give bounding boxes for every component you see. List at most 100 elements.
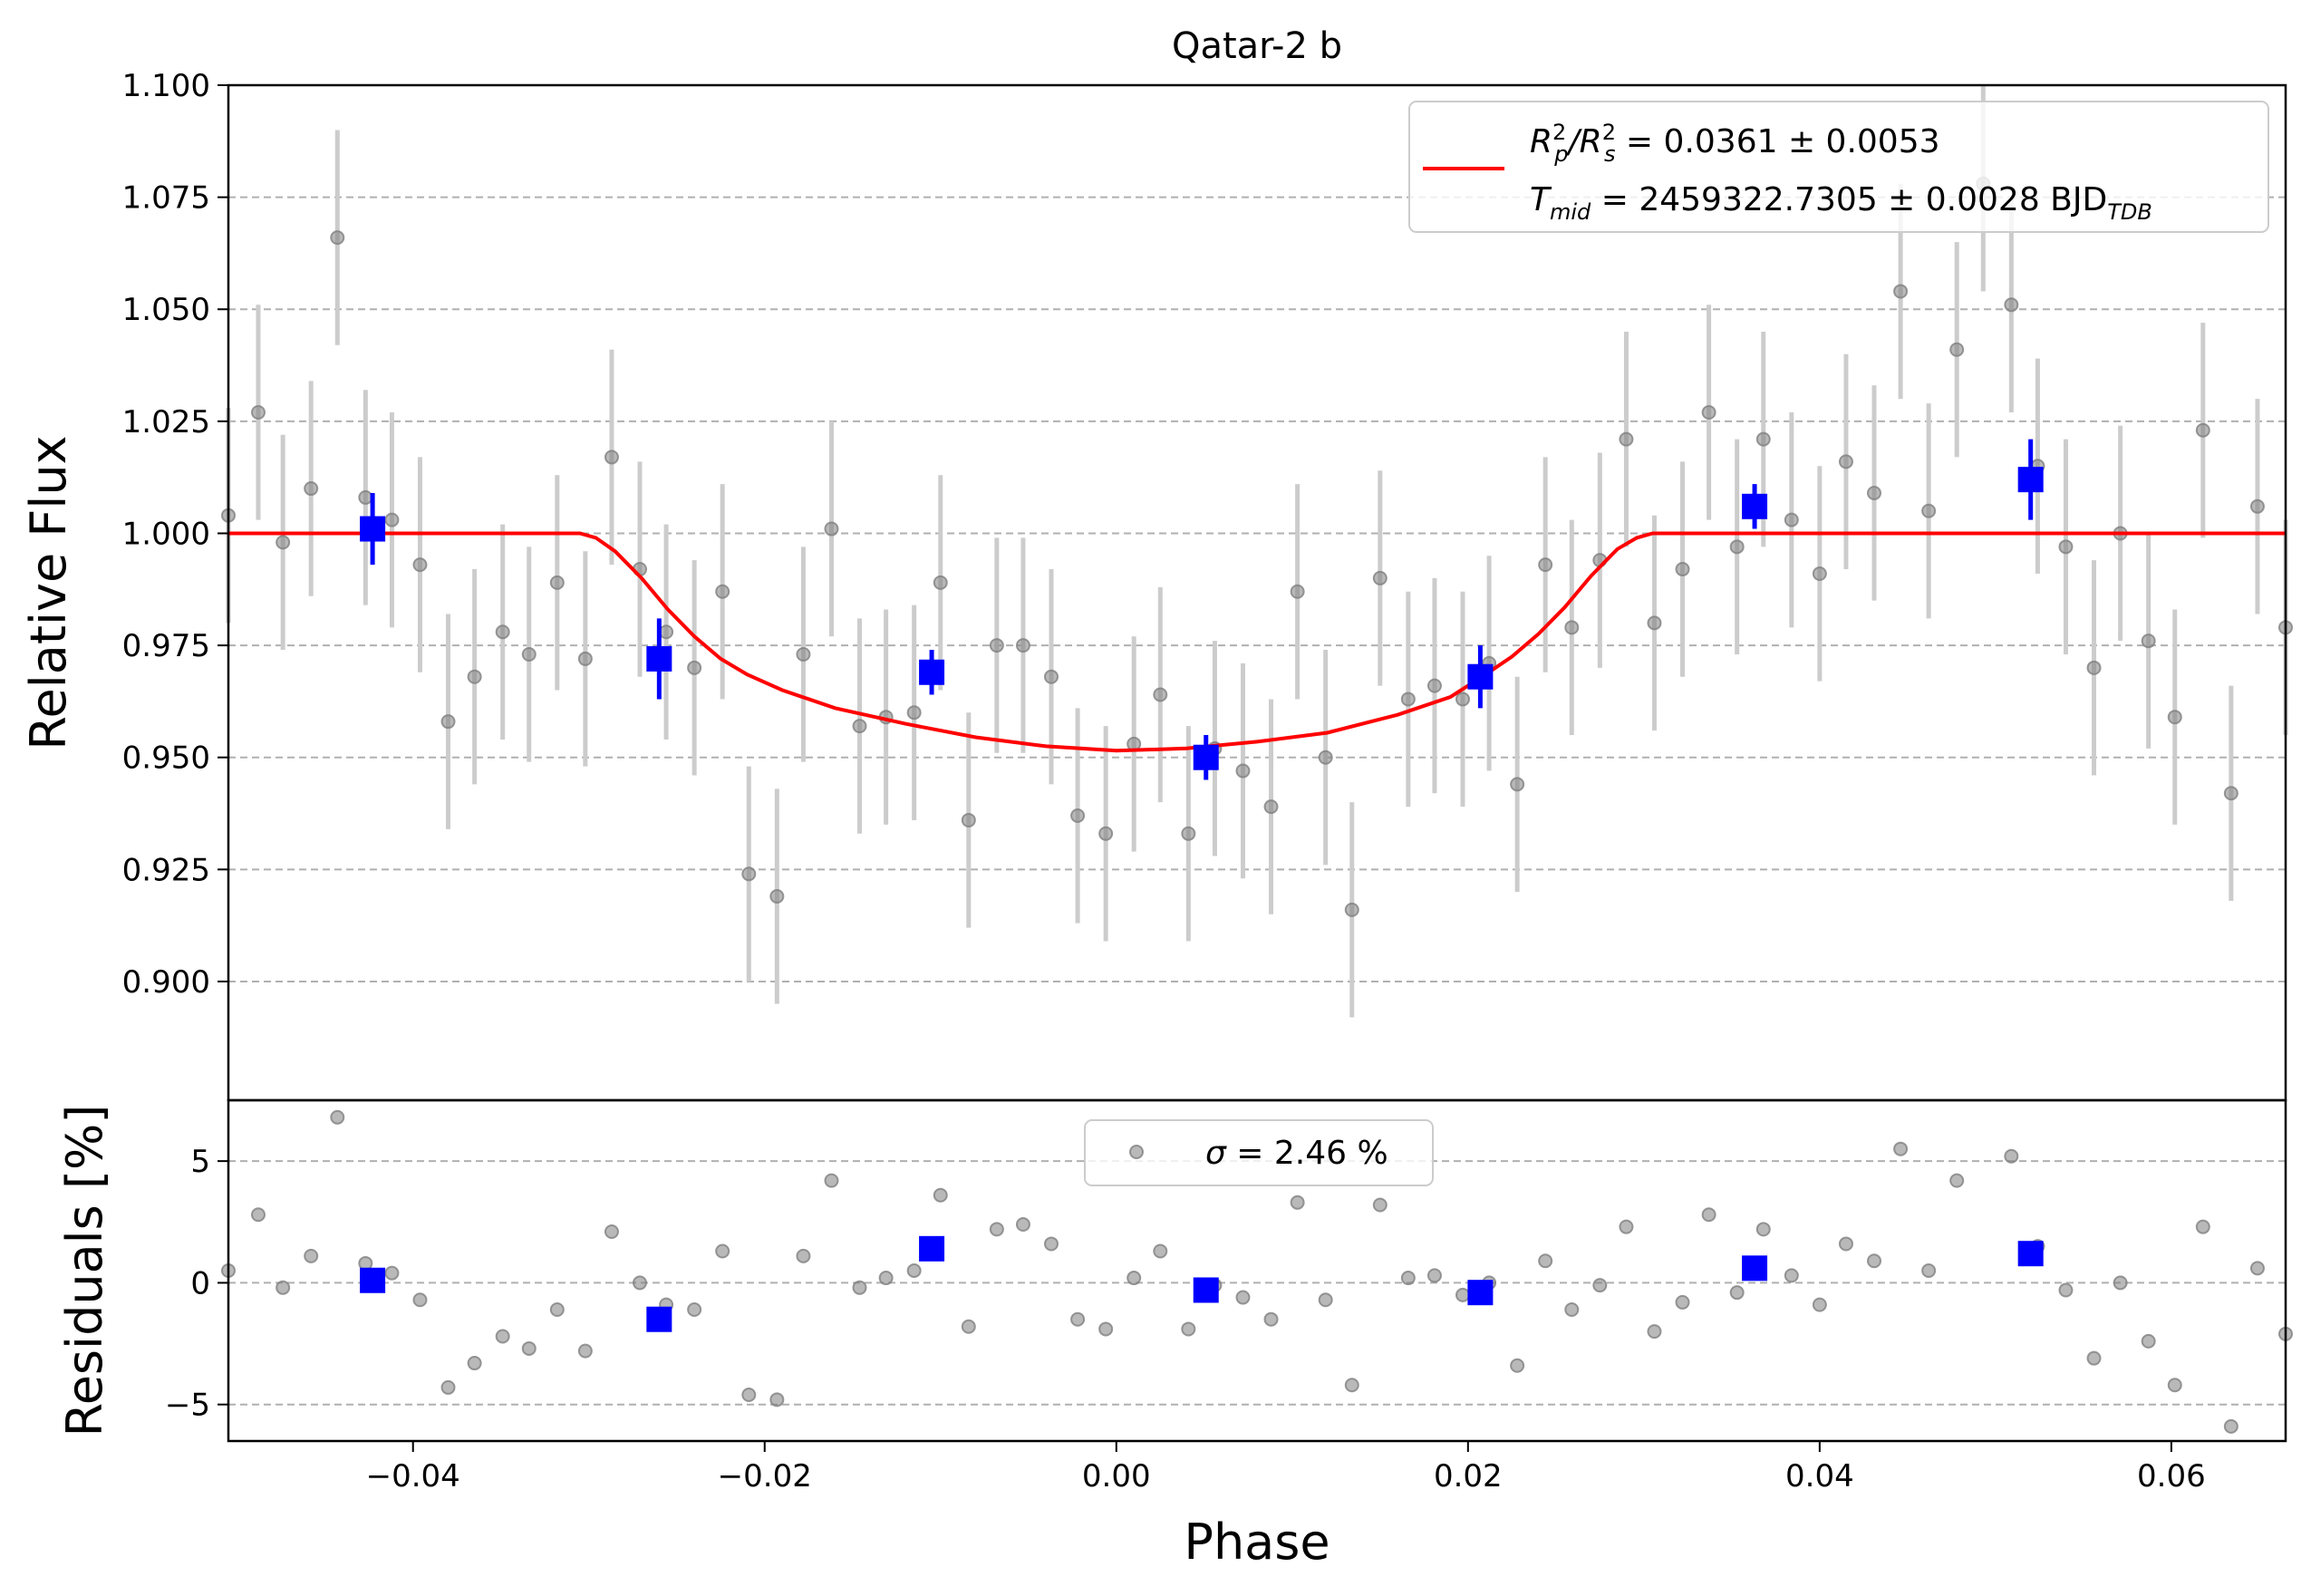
top-grey-point: [906, 705, 922, 721]
bottom-grey-point: [1126, 1271, 1142, 1286]
top-grey-point: [2223, 786, 2238, 801]
top-grey-point: [659, 624, 674, 640]
bottom-plot-frame: [227, 1098, 2287, 1443]
top-grey-point: [715, 584, 730, 599]
bottom-grey-point: [933, 1187, 948, 1203]
top-grey-point: [440, 714, 456, 730]
bottom-grey-point: [878, 1271, 894, 1286]
top-grey-point: [933, 575, 948, 590]
bottom-grey-point: [2195, 1219, 2210, 1234]
bottom-grey-point: [1290, 1195, 1305, 1210]
x-tick-label: 0.00: [1082, 1458, 1151, 1494]
bottom-grey-point: [467, 1356, 482, 1371]
bottom-grey-point: [1784, 1268, 1799, 1283]
bottom-binned-point: [1742, 1255, 1768, 1282]
top-grey-point: [1344, 902, 1359, 917]
top-grey-point: [384, 512, 400, 527]
bottom-grey-point: [1619, 1219, 1634, 1234]
top-grey-point: [1893, 284, 1909, 299]
bottom-grey-point: [796, 1248, 811, 1263]
x-axis-label: Phase: [1184, 1514, 1330, 1571]
bottom-grey-point: [604, 1224, 619, 1240]
top-grey-point: [2167, 710, 2182, 725]
bottom-binned-point: [646, 1306, 672, 1332]
bottom-binned-point: [1193, 1277, 1219, 1303]
top-grey-point: [1838, 454, 1853, 469]
bottom-grey-point: [521, 1340, 537, 1356]
bottom-grey-point: [989, 1222, 1004, 1237]
y-axis-label-flux: Relative Flux: [20, 435, 77, 750]
bottom-grey-point: [1153, 1243, 1168, 1259]
top-grey-point: [1538, 557, 1553, 573]
bottom-legend: σ = 2.46 %: [1084, 1119, 1434, 1186]
bottom-binned-points: [360, 1235, 2044, 1332]
top-grey-point: [2058, 539, 2074, 555]
top-grey-point: [1784, 512, 1799, 527]
top-grey-point: [1372, 570, 1388, 585]
top-grey-point: [1318, 750, 1333, 765]
bottom-grey-point: [1675, 1294, 1690, 1310]
top-y-tick-label: 0.925: [122, 852, 210, 888]
legend-depth-r-sub: p: [1553, 141, 1568, 167]
bottom-grey-point: [1098, 1321, 1114, 1337]
bottom-grey-point: [852, 1280, 867, 1295]
legend-tmid-sub: mid: [1550, 199, 1591, 225]
bottom-grey-point: [577, 1343, 593, 1359]
top-y-tick-label: 0.900: [122, 964, 210, 1001]
bottom-grey-point: [495, 1329, 510, 1344]
bottom-grey-point: [2141, 1333, 2156, 1349]
legend-depth-s-sup: 2: [1602, 120, 1616, 145]
top-grey-point: [2086, 660, 2102, 675]
top-grey-point: [1070, 808, 1086, 824]
top-grey-point: [1675, 562, 1690, 577]
bottom-grey-point: [1893, 1141, 1909, 1156]
bottom-binned-point: [919, 1235, 945, 1262]
bottom-grey-point: [1538, 1253, 1553, 1269]
legend-tmid-unit-sub: TDB: [2107, 199, 2152, 225]
bottom-grey-point: [1510, 1358, 1525, 1373]
bottom-grey-point: [687, 1301, 702, 1317]
top-grey-point: [1647, 615, 1662, 631]
bottom-grey-point: [1755, 1222, 1771, 1237]
bottom-grey-point: [1318, 1292, 1333, 1308]
top-grey-point: [2249, 498, 2265, 514]
bottom-grey-point: [1400, 1271, 1416, 1286]
x-tick-label: 0.06: [2137, 1458, 2206, 1494]
bottom-grey-point: [1838, 1236, 1853, 1252]
top-grey-point: [1400, 692, 1416, 707]
top-grey-points: [221, 176, 2293, 917]
bottom-grey-point: [1455, 1287, 1470, 1302]
bottom-grey-point: [412, 1292, 428, 1308]
x-tick-label: −0.02: [718, 1458, 812, 1494]
bottom-grey-point: [330, 1109, 345, 1125]
top-grey-point: [330, 230, 345, 246]
top-binned-point: [2017, 467, 2044, 493]
legend-tmid-t: T: [1530, 181, 1552, 218]
model-curve: [228, 531, 2286, 753]
top-grey-point: [250, 404, 266, 420]
top-binned-point: [646, 645, 672, 672]
bottom-grey-point: [2086, 1350, 2102, 1366]
top-grey-point: [1263, 799, 1279, 815]
top-grey-point: [276, 535, 291, 550]
top-grey-point: [852, 719, 867, 734]
bottom-grey-point: [1701, 1207, 1716, 1223]
top-grey-point: [549, 575, 565, 590]
bottom-binned-point: [1467, 1280, 1494, 1306]
bottom-grey-point: [2249, 1261, 2265, 1276]
legend-tmid-value: = 2459322.7305 ± 0.0028 BJD: [1591, 181, 2107, 218]
top-grey-point: [961, 812, 976, 827]
bottom-y-tick-label: −5: [165, 1388, 210, 1424]
bottom-grey-point: [824, 1173, 839, 1188]
legend-sigma-text: σ = 2.46 %: [1205, 1135, 1388, 1172]
bottom-grey-point: [1729, 1285, 1745, 1301]
bottom-grey-point: [2223, 1418, 2238, 1434]
bottom-grey-point: [715, 1243, 730, 1259]
top-y-ticks: 0.900 0.925 0.950 0.975 1.000 1.025 1.050 1.075…: [122, 68, 228, 1001]
bottom-grey-point: [1867, 1253, 1881, 1269]
bottom-grey-point: [2167, 1378, 2182, 1393]
top-legend-box: [1408, 101, 2269, 233]
top-y-tick-label: 0.950: [122, 740, 210, 777]
